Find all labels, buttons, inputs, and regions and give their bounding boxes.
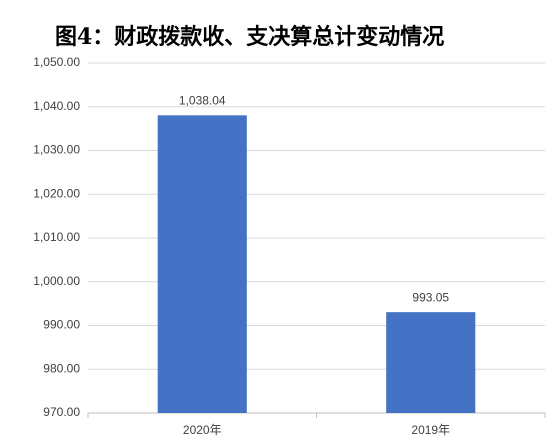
y-tick-label: 1,010.00 <box>33 230 80 244</box>
value-label: 1,038.04 <box>179 93 226 107</box>
y-tick-label: 1,040.00 <box>33 99 80 113</box>
y-tick-label: 980.00 <box>43 361 80 375</box>
bar <box>386 312 476 413</box>
y-tick-label: 1,000.00 <box>33 274 80 288</box>
bar <box>157 115 247 413</box>
y-tick-label: 1,020.00 <box>33 186 80 200</box>
y-tick-label: 1,030.00 <box>33 143 80 157</box>
y-tick-label: 990.00 <box>43 318 80 332</box>
x-tick-label: 2020年 <box>183 423 222 437</box>
y-tick-label: 970.00 <box>43 405 80 419</box>
value-label: 993.05 <box>412 290 449 304</box>
chart-title: 图4：财政拨款收、支决算总计变动情况 <box>55 24 444 50</box>
y-tick-label: 1,050.00 <box>33 55 80 69</box>
x-tick-label: 2019年 <box>411 423 450 437</box>
